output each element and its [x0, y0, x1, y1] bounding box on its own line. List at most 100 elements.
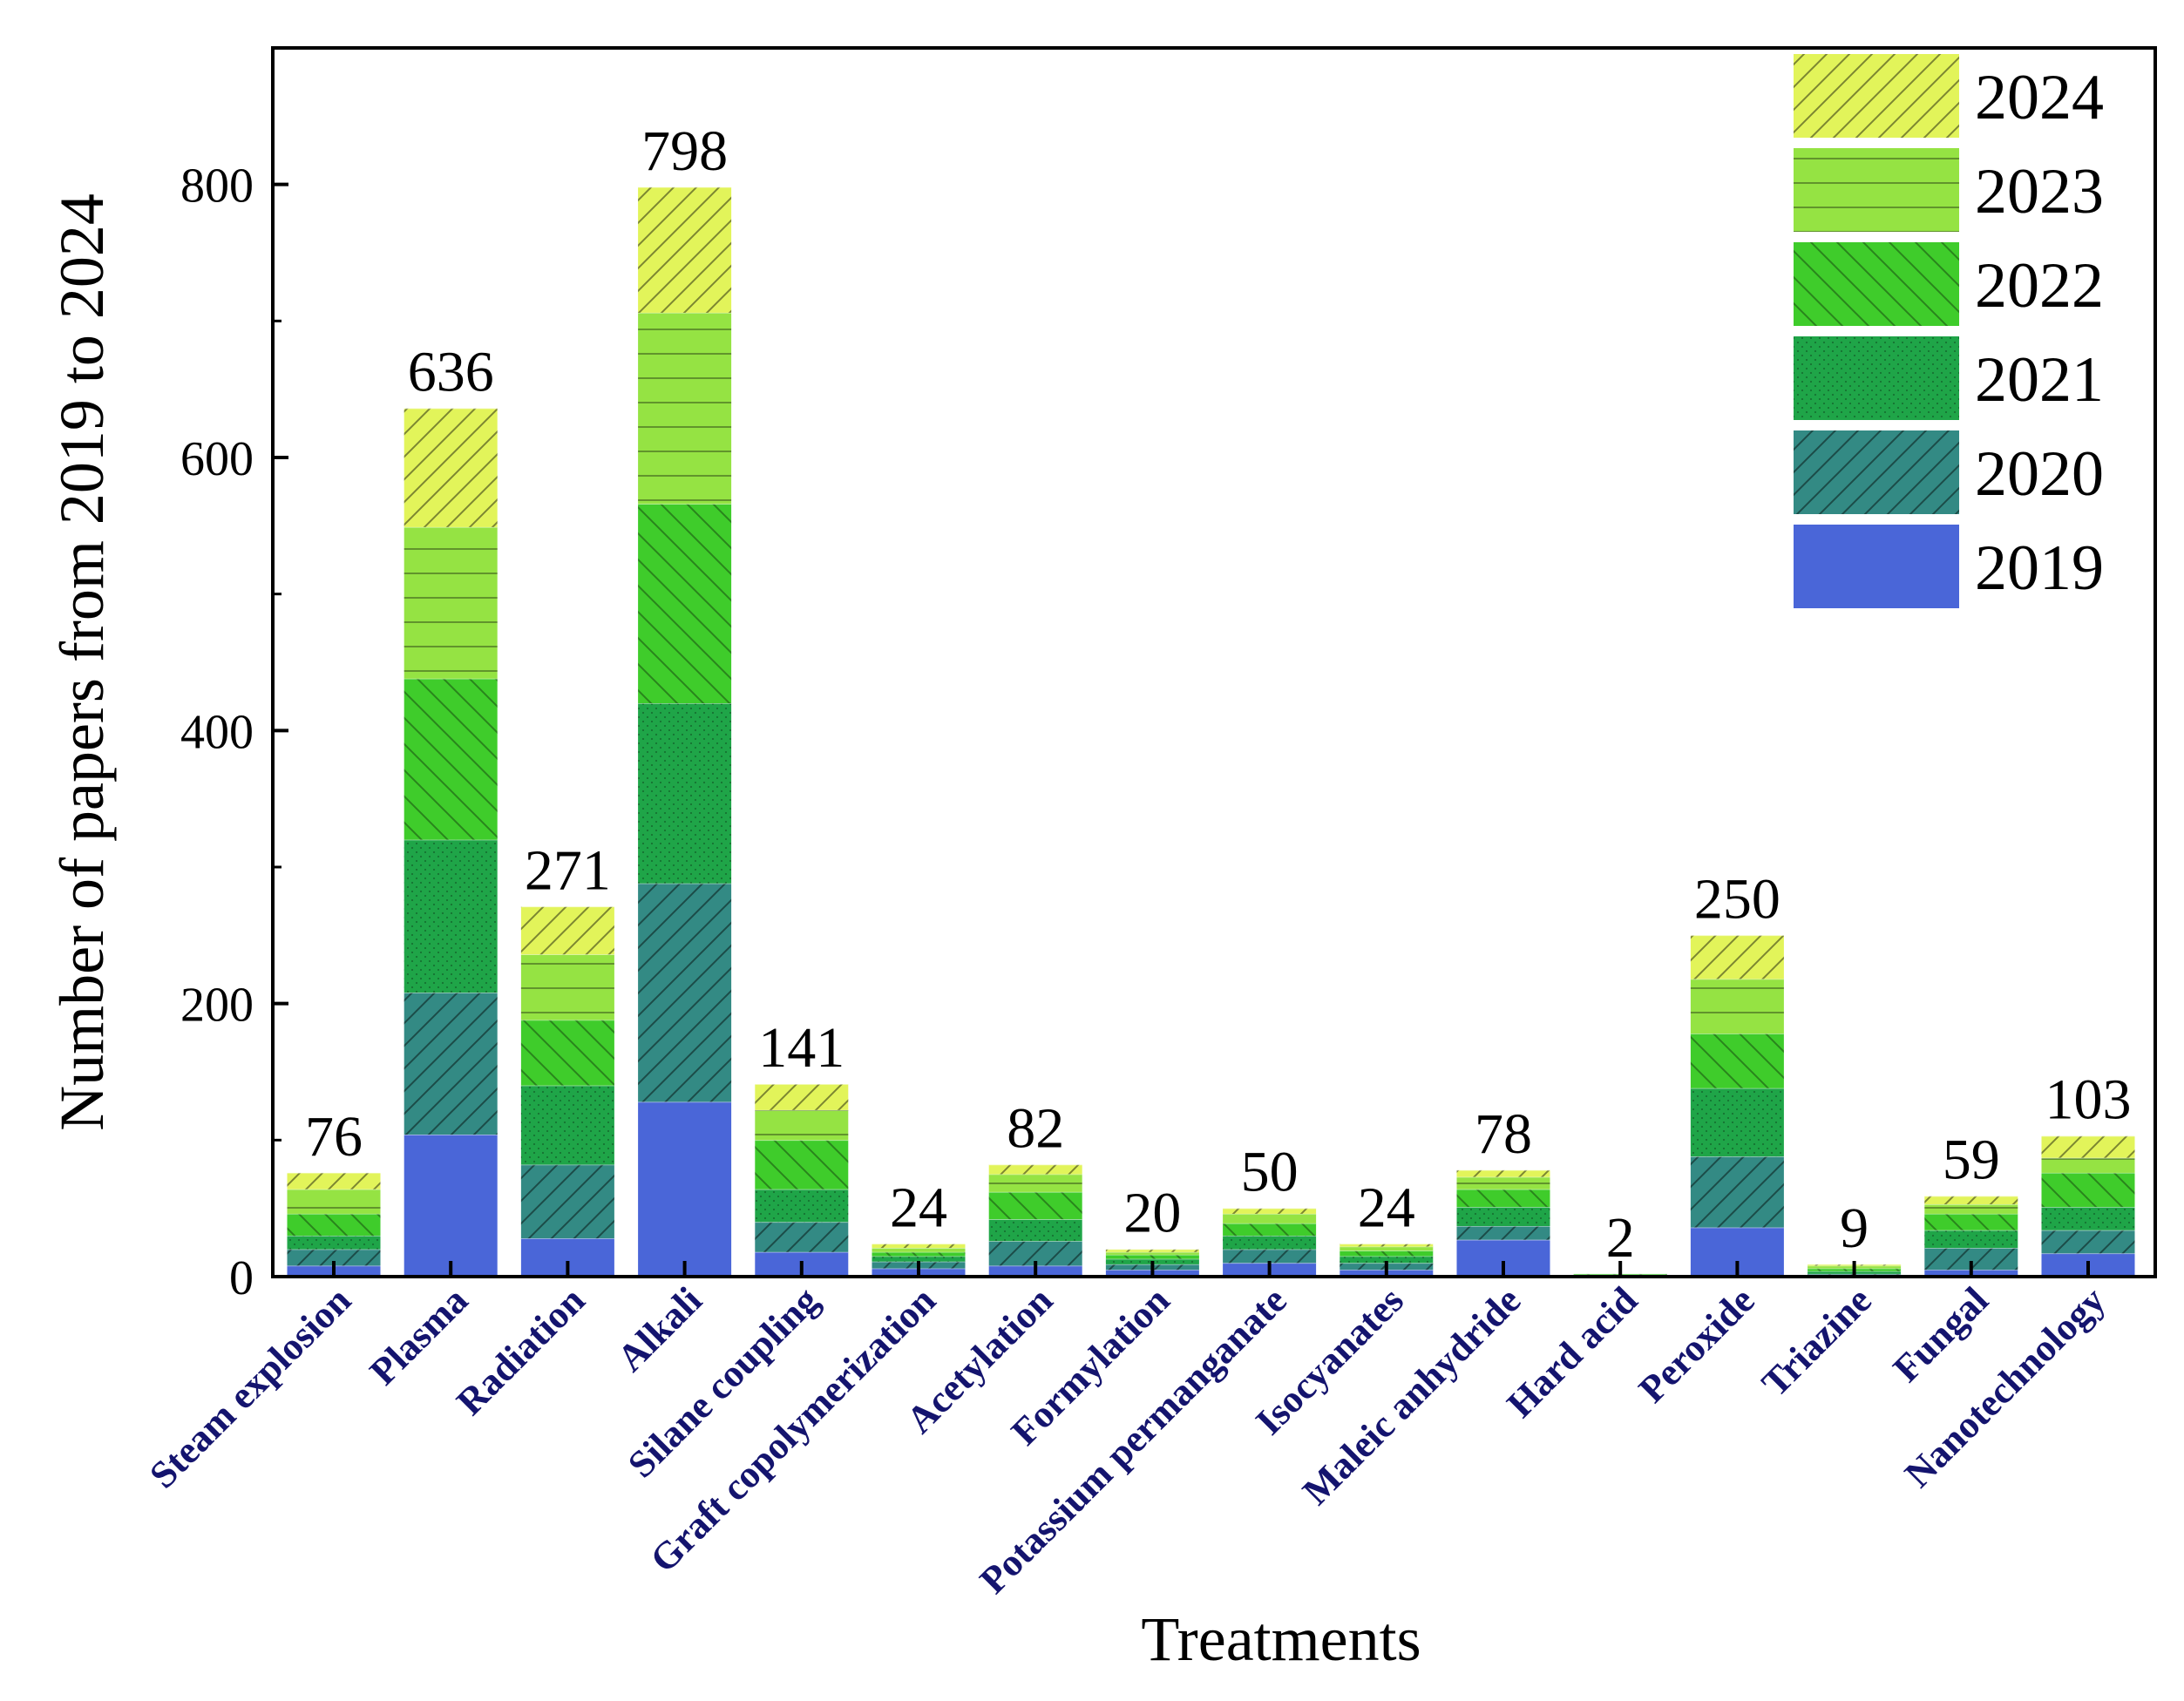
bar-segment [404, 838, 498, 993]
bar-segment [638, 503, 732, 703]
total-label: 636 [408, 341, 494, 404]
total-label: 271 [525, 838, 611, 902]
bar-segment [638, 883, 732, 1102]
bar-segment [1105, 1251, 1199, 1255]
y-tick-label: 400 [180, 705, 254, 759]
bar-segment [1223, 1213, 1317, 1223]
bar-segment [638, 312, 732, 505]
bar-segment [1690, 1088, 1784, 1157]
bar-segment [520, 905, 614, 955]
bar-segment [1924, 1213, 2018, 1230]
total-label: 82 [1007, 1097, 1064, 1161]
bar-segment [287, 1235, 381, 1250]
legend-item: 2021 [1794, 336, 2104, 420]
x-tick-label: Peroxide [1631, 1278, 1763, 1411]
bar-segment [755, 1109, 849, 1141]
bar-segment [404, 526, 498, 679]
bar-segment [1456, 1206, 1550, 1227]
legend-label: 2022 [1975, 250, 2104, 322]
bar-segment [988, 1163, 1082, 1175]
legend-label: 2024 [1975, 62, 2104, 133]
bar-segment [1924, 1203, 2018, 1214]
bar-segment [1690, 934, 1784, 979]
bar-segment [520, 1163, 614, 1239]
total-label: 9 [1840, 1196, 1869, 1260]
bar-segment [755, 1221, 849, 1252]
total-label: 78 [1475, 1102, 1532, 1166]
bar-segment [1690, 1155, 1784, 1228]
bar-segment [755, 1188, 849, 1223]
x-axis-title: Treatments [1141, 1604, 1421, 1674]
x-tick-label: Triazine [1753, 1278, 1880, 1405]
y-tick-label: 600 [180, 432, 254, 486]
bar-segment [1456, 1188, 1550, 1208]
bar-segment [872, 1251, 966, 1257]
x-tick-label: Hard acid [1499, 1278, 1646, 1426]
total-label: 2 [1606, 1206, 1635, 1270]
bar-segment [872, 1243, 966, 1249]
x-tick-label: Plasma [362, 1278, 476, 1393]
y-axis: 0 200 400 600 800 [180, 159, 288, 1305]
bar-segment [404, 992, 498, 1135]
bar-segment [2041, 1172, 2135, 1208]
legend-item: 2024 [1794, 54, 2104, 138]
bar-segment [1340, 1245, 1434, 1251]
legend-item: 2022 [1794, 242, 2104, 326]
bar-segment [1456, 1169, 1550, 1177]
x-tick-label: Maleic anhydride [1294, 1278, 1529, 1513]
y-tick-label: 800 [180, 159, 254, 213]
total-label: 76 [305, 1105, 363, 1169]
bar-segment [287, 1188, 381, 1214]
total-label: 250 [1694, 867, 1780, 931]
total-labels-layer: 76 636 271 798 141 24 82 20 50 24 78 2 250 9 59 103 [305, 119, 2132, 1270]
x-tick-label: Steam explosion [141, 1278, 359, 1496]
bar-segment [1223, 1248, 1317, 1264]
bar-segment [1456, 1176, 1550, 1189]
total-label: 20 [1123, 1182, 1181, 1245]
bar-segment [1105, 1248, 1199, 1252]
total-label: 50 [1241, 1141, 1299, 1204]
plot-frame [271, 46, 2157, 1278]
legend-item: 2023 [1794, 148, 2104, 232]
x-tick-label: Radiation [448, 1278, 593, 1423]
x-tick-label: Alkali [609, 1278, 710, 1379]
bar-segment [988, 1240, 1082, 1266]
y-axis-title: Number of papers from 2019 to 2024 [47, 193, 117, 1131]
total-label: 141 [758, 1016, 844, 1080]
bar-segment [287, 1172, 381, 1189]
bar-segment [988, 1173, 1082, 1192]
legend-label: 2019 [1975, 532, 2104, 604]
x-tick-label: Nanotechnology [1896, 1278, 2113, 1495]
bar-segment [520, 953, 614, 1020]
bar-segment [638, 186, 732, 313]
bar-segment [2041, 1206, 2135, 1230]
bar-segment [1456, 1225, 1550, 1240]
bar-segment [1924, 1229, 2018, 1249]
y-tick-label: 200 [180, 979, 254, 1033]
bar-segment [988, 1218, 1082, 1242]
bar-segment [2041, 1135, 2135, 1158]
legend: 2024 2023 2022 2021 2020 2019 [1794, 54, 2104, 608]
bar-segment [1223, 1235, 1317, 1250]
bar-segment [404, 407, 498, 527]
total-label: 798 [641, 119, 728, 183]
legend-swatch [1794, 525, 1959, 608]
legend-label: 2020 [1975, 438, 2104, 510]
bars-layer [287, 186, 2135, 1277]
bar-segment [520, 1084, 614, 1165]
bar-segment [1690, 978, 1784, 1034]
bar-segment [1223, 1207, 1317, 1214]
x-tick-label: Fungal [1885, 1278, 1997, 1390]
total-label: 59 [1943, 1128, 2000, 1192]
bar-segment [404, 1134, 498, 1277]
bar-segment [755, 1083, 849, 1110]
bar-segment [755, 1139, 849, 1189]
bar-segment [1223, 1223, 1317, 1236]
bar-segment [638, 1101, 732, 1277]
bar-segment [2041, 1229, 2135, 1254]
bar-segment [638, 702, 732, 884]
total-label: 103 [2045, 1068, 2132, 1132]
bar-segment [1924, 1195, 2018, 1204]
